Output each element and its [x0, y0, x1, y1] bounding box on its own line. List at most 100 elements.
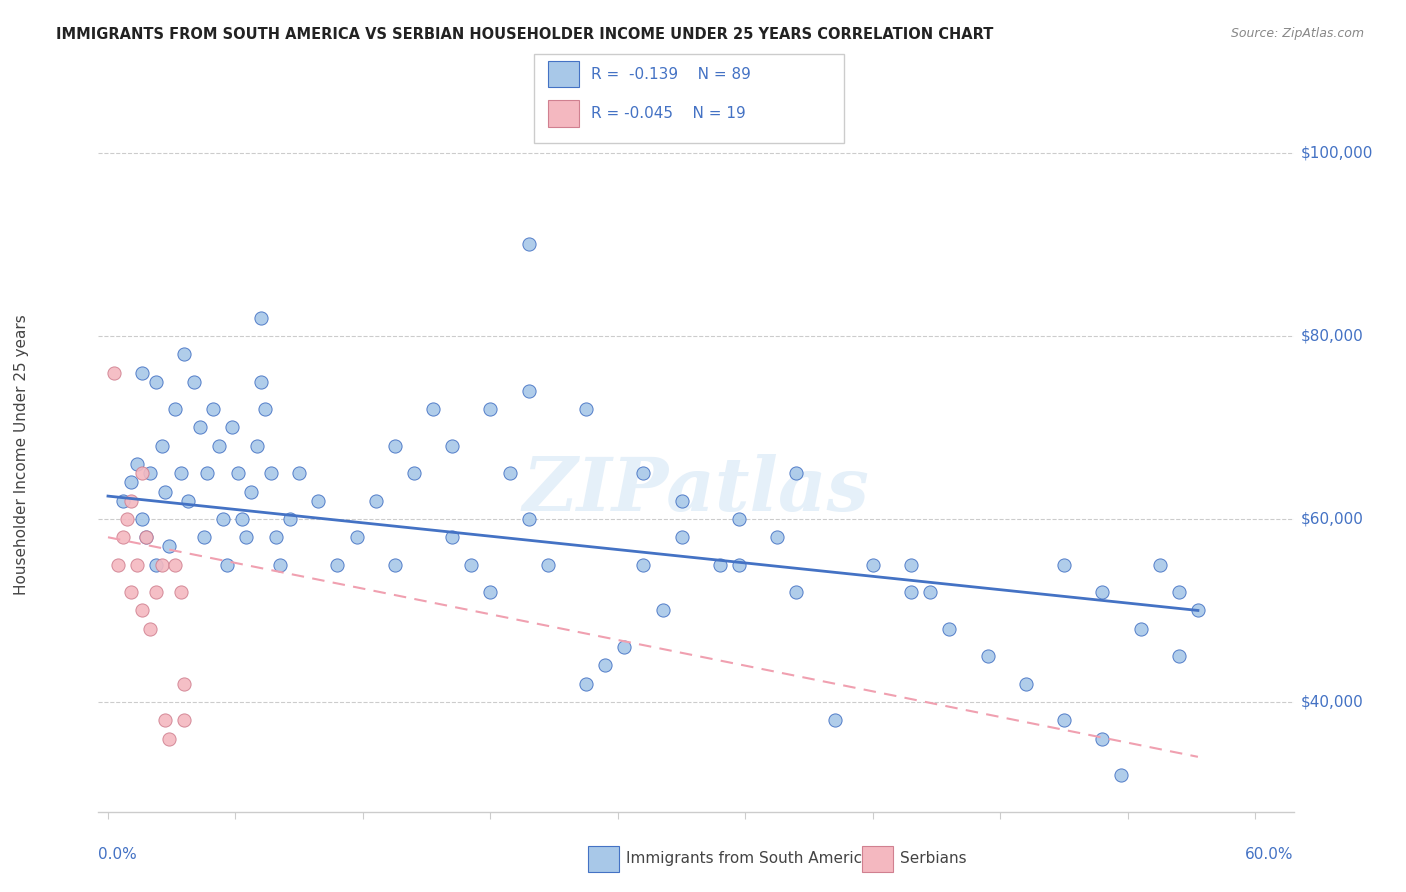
Point: [900, 585, 922, 599]
Point: [211, 512, 233, 526]
Point: [307, 493, 329, 508]
Point: [278, 512, 301, 526]
Point: [862, 558, 884, 572]
Point: [537, 558, 560, 572]
Point: [517, 237, 540, 252]
Point: [479, 585, 502, 599]
Point: [173, 347, 195, 361]
Point: [145, 375, 167, 389]
Point: [163, 402, 186, 417]
Point: [1111, 768, 1133, 782]
Point: [900, 558, 922, 572]
Point: [169, 467, 191, 481]
Text: IMMIGRANTS FROM SOUTH AMERICA VS SERBIAN HOUSEHOLDER INCOME UNDER 25 YEARS CORRE: IMMIGRANTS FROM SOUTH AMERICA VS SERBIAN…: [56, 27, 994, 42]
Point: [1091, 585, 1114, 599]
Point: [785, 467, 807, 481]
Point: [169, 585, 191, 599]
Point: [183, 375, 205, 389]
Point: [259, 467, 281, 481]
Point: [135, 530, 157, 544]
Point: [115, 512, 138, 526]
Point: [785, 585, 807, 599]
Text: 0.0%: 0.0%: [98, 847, 138, 863]
Point: [728, 512, 751, 526]
Point: [613, 640, 636, 654]
Point: [384, 558, 406, 572]
Point: [575, 402, 598, 417]
Point: [246, 439, 269, 453]
Text: $60,000: $60,000: [1301, 511, 1364, 526]
Point: [575, 676, 598, 690]
Point: [326, 558, 349, 572]
Text: ZIPatlas: ZIPatlas: [523, 454, 869, 527]
Point: [150, 439, 173, 453]
Point: [633, 467, 655, 481]
Point: [1149, 558, 1171, 572]
Point: [1167, 585, 1189, 599]
Point: [709, 558, 731, 572]
Point: [226, 467, 249, 481]
Point: [1091, 731, 1114, 746]
Point: [145, 585, 167, 599]
Text: $100,000: $100,000: [1301, 145, 1372, 161]
Point: [139, 467, 162, 481]
Point: [288, 467, 311, 481]
Point: [131, 512, 153, 526]
Point: [145, 558, 167, 572]
Point: [112, 530, 135, 544]
Point: [155, 713, 177, 727]
Point: [422, 402, 444, 417]
Point: [215, 558, 238, 572]
Point: [1167, 649, 1189, 664]
Point: [1129, 622, 1152, 636]
Point: [460, 558, 482, 572]
Point: [131, 467, 153, 481]
Point: [163, 558, 186, 572]
Point: [120, 585, 142, 599]
Text: $80,000: $80,000: [1301, 328, 1364, 343]
Point: [221, 420, 243, 434]
Point: [384, 439, 406, 453]
Point: [173, 676, 195, 690]
Point: [188, 420, 211, 434]
Point: [125, 457, 148, 471]
Point: [208, 439, 231, 453]
Point: [1053, 713, 1076, 727]
Point: [253, 402, 276, 417]
Point: [103, 366, 125, 380]
Point: [479, 402, 502, 417]
Point: [728, 558, 751, 572]
Point: [125, 558, 148, 572]
Point: [441, 530, 464, 544]
Point: [517, 512, 540, 526]
Point: [202, 402, 225, 417]
Text: R =  -0.139    N = 89: R = -0.139 N = 89: [591, 67, 751, 81]
Point: [173, 713, 195, 727]
Point: [920, 585, 942, 599]
Text: $40,000: $40,000: [1301, 695, 1364, 709]
Point: [135, 530, 157, 544]
Point: [112, 493, 135, 508]
Point: [651, 603, 673, 617]
Point: [938, 622, 960, 636]
Text: Householder Income Under 25 years: Householder Income Under 25 years: [14, 315, 28, 595]
Point: [131, 603, 153, 617]
Point: [671, 530, 693, 544]
Point: [441, 439, 464, 453]
Point: [269, 558, 291, 572]
Point: [517, 384, 540, 398]
Point: [139, 622, 162, 636]
Point: [633, 558, 655, 572]
Point: [157, 731, 180, 746]
Text: Source: ZipAtlas.com: Source: ZipAtlas.com: [1230, 27, 1364, 40]
Point: [250, 310, 273, 325]
Point: [593, 658, 616, 673]
Text: Immigrants from South America: Immigrants from South America: [626, 851, 872, 865]
Point: [155, 484, 177, 499]
Point: [364, 493, 387, 508]
Point: [240, 484, 263, 499]
Point: [766, 530, 789, 544]
Point: [177, 493, 200, 508]
Point: [197, 467, 219, 481]
Point: [231, 512, 253, 526]
